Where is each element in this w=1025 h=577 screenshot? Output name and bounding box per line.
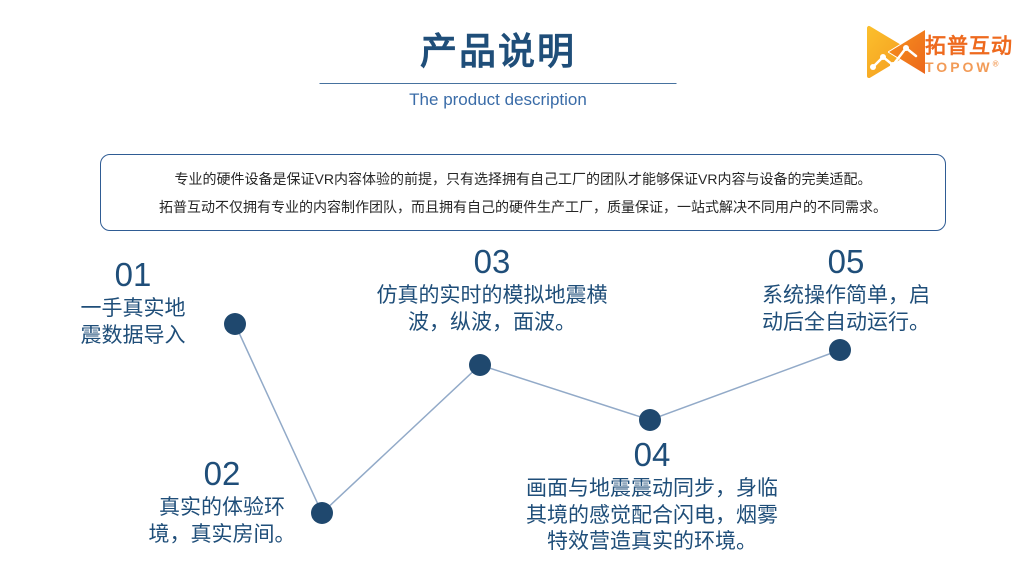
diagram-dot: [311, 502, 333, 524]
slide-header: 产品说明 The product description: [319, 31, 677, 110]
step-number: 03: [473, 243, 511, 280]
step-02: 02 真实的体验环 境，真实房间。: [149, 455, 296, 548]
page-title: 产品说明: [420, 31, 576, 72]
registered-mark: ®: [992, 59, 999, 69]
diagram-dot: [829, 339, 851, 361]
intro-text-box: 专业的硬件设备是保证VR内容体验的前提，只有选择拥有自己工厂的团队才能够保证VR…: [100, 154, 946, 231]
step-number: 02: [203, 455, 241, 492]
intro-line-1: 专业的硬件设备是保证VR内容体验的前提，只有选择拥有自己工厂的团队才能够保证VR…: [174, 170, 872, 187]
step-05: 05 系统操作简单，启 动后全自动运行。: [762, 243, 930, 336]
topow-logo: 拓普互动 TOPOW®: [866, 23, 1013, 86]
brand-name-en: TOPOW®: [925, 59, 999, 76]
diagram-dots: [224, 313, 851, 524]
step-description: 画面与地震震动同步，身临 其境的感觉配合闪电，烟雾 特效营造真实的环境。: [526, 477, 778, 554]
diagram-dot: [639, 409, 661, 431]
intro-line-2: 拓普互动不仅拥有专业的内容制作团队，而且拥有自己的硬件生产工厂，质量保证，一站式…: [159, 198, 887, 215]
logo-text: 拓普互动 TOPOW®: [925, 35, 1013, 74]
diagram-dot: [224, 313, 246, 335]
step-04: 04 画面与地震震动同步，身临 其境的感觉配合闪电，烟雾 特效营造真实的环境。: [526, 436, 778, 556]
step-description: 一手真实地 震数据导入: [80, 297, 186, 347]
diagram-dot: [469, 354, 491, 376]
step-03: 03 仿真的实时的模拟地震横 波，纵波，面波。: [377, 243, 608, 336]
step-description: 仿真的实时的模拟地震横 波，纵波，面波。: [376, 284, 608, 334]
brand-name-cn: 拓普互动: [925, 34, 1013, 58]
title-divider: [319, 82, 677, 84]
page-subtitle: The product description: [409, 89, 587, 109]
step-number: 05: [827, 243, 865, 280]
step-number: 04: [633, 436, 671, 473]
topow-logo-icon: [866, 23, 928, 86]
step-01: 01 一手真实地 震数据导入: [81, 256, 186, 349]
step-description: 真实的体验环 境，真实房间。: [148, 496, 296, 546]
step-description: 系统操作简单，启 动后全自动运行。: [762, 284, 930, 334]
step-number: 01: [114, 256, 152, 293]
